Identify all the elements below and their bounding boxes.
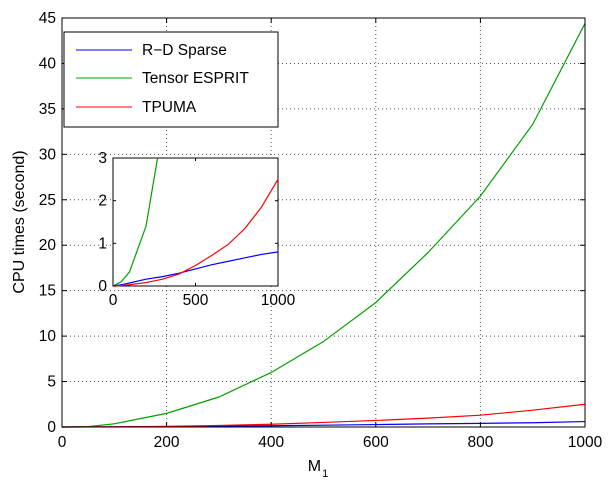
x-axis-title: M1 <box>308 458 328 480</box>
x-tick-label-400: 400 <box>258 434 284 451</box>
inset-series-lines <box>112 157 279 287</box>
y-tick-label-30: 30 <box>39 146 57 163</box>
inset-series-line-tensor-esprit <box>112 157 159 287</box>
y-tick-label-5: 5 <box>47 374 56 391</box>
inset-x-tick-label-1000: 1000 <box>261 292 296 309</box>
inset-series-line-r-d-sparse <box>112 251 279 287</box>
y-tick-label-45: 45 <box>39 10 56 27</box>
inset-y-tick-label-1: 1 <box>98 235 107 252</box>
inset-plot-frame <box>112 157 279 287</box>
main-plot-frame <box>61 17 586 428</box>
y-tick-label-10: 10 <box>39 328 57 345</box>
legend-label-tpuma: TPUMA <box>142 99 197 116</box>
y-tick-label-15: 15 <box>39 283 56 300</box>
inset-x-tick-label-500: 500 <box>183 292 209 309</box>
y-tick-label-40: 40 <box>39 55 57 72</box>
y-tick-label-20: 20 <box>39 237 57 254</box>
inset-y-tick-label-2: 2 <box>98 193 107 210</box>
series-line-tensor-esprit <box>61 23 586 428</box>
x-tick-label-800: 800 <box>467 434 493 451</box>
x-tick-label-0: 0 <box>58 434 67 451</box>
inset-plot: 0 500 1000 0 1 2 3 <box>98 150 295 309</box>
inset-y-tick-label-0: 0 <box>98 278 107 295</box>
x-tick-label-600: 600 <box>363 434 389 451</box>
x-tick-label-200: 200 <box>154 434 180 451</box>
y-tick-label-25: 25 <box>39 192 56 209</box>
y-axis-title: CPU times (second) <box>11 150 28 293</box>
inset-y-tick-label-3: 3 <box>98 150 107 167</box>
legend-box <box>63 31 279 128</box>
y-tick-label-35: 35 <box>39 101 56 118</box>
legend: R−D Sparse Tensor ESPRIT TPUMA <box>63 31 279 128</box>
x-axis-title-main: M <box>308 458 321 475</box>
y-tick-label-0: 0 <box>47 419 56 436</box>
inset-series-line-tpuma <box>112 179 279 287</box>
legend-label-tensor-esprit: Tensor ESPRIT <box>142 70 249 87</box>
inset-ticks: 0 500 1000 0 1 2 3 <box>98 150 295 309</box>
legend-label-rd-sparse: R−D Sparse <box>142 42 227 59</box>
inset-x-tick-label-0: 0 <box>109 292 118 309</box>
x-tick-label-1000: 1000 <box>568 434 603 451</box>
x-axis-title-subscript: 1 <box>322 468 328 480</box>
